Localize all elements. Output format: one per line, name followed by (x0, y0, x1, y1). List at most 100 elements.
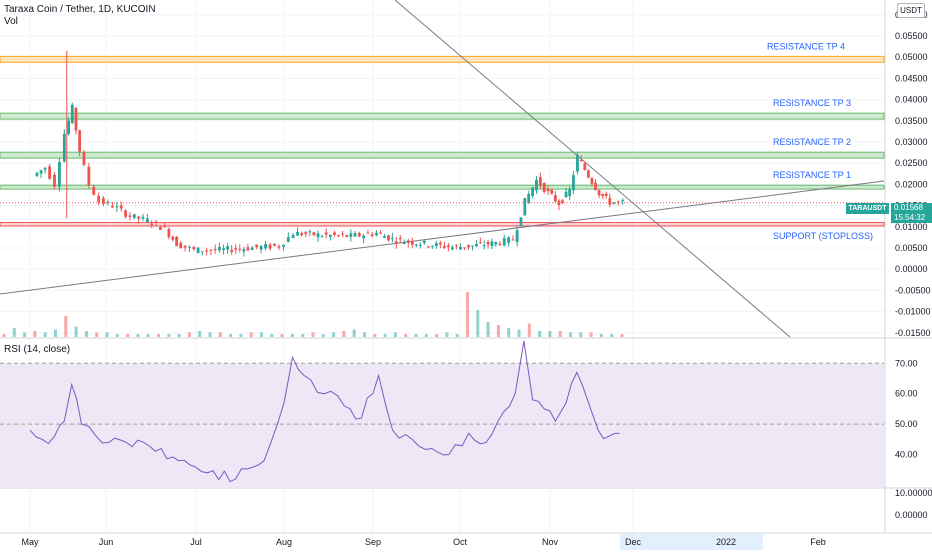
zone-band (0, 55, 885, 63)
candle-body (463, 247, 466, 249)
candle-body (482, 245, 486, 247)
rsi-band (0, 363, 884, 488)
candle-body (345, 235, 349, 237)
candle-body (426, 246, 430, 248)
volume-bar (599, 334, 603, 337)
volume-bar (466, 292, 469, 337)
price-tick-label: -0.01000 (895, 307, 931, 317)
volume-bar (476, 310, 480, 337)
volume-bar (33, 331, 37, 337)
candle-body (87, 166, 91, 186)
candle-body (273, 243, 276, 246)
zone-label: RESISTANCE TP 1 (773, 170, 851, 180)
candle-body (192, 247, 196, 250)
candle-body (328, 234, 332, 237)
candle-body (527, 193, 531, 204)
candle-body (572, 175, 575, 191)
volume-bar (146, 334, 150, 337)
candle-body (268, 244, 272, 249)
candle-body (124, 210, 127, 217)
volume-bar (486, 322, 490, 337)
volume-bar (352, 329, 356, 337)
candle-body (53, 174, 56, 187)
candle-body (561, 200, 564, 203)
volume-bar (260, 332, 263, 337)
time-axis-label: May (21, 537, 39, 547)
candle-body (590, 178, 594, 184)
candle-body (579, 159, 583, 162)
candle-body (349, 233, 353, 237)
candle-body (511, 239, 515, 241)
volume-bar (249, 332, 253, 337)
volume-bar (2, 334, 6, 337)
candle-body (48, 166, 52, 179)
candle-body (119, 205, 123, 209)
candle-body (238, 248, 242, 250)
candle-body (583, 163, 587, 170)
candle-body (455, 245, 458, 247)
currency-badge[interactable]: USDT (897, 3, 925, 18)
volume-bar (177, 334, 181, 337)
volume-bar (301, 334, 305, 337)
volume-bar (445, 332, 449, 337)
candle-body (163, 226, 167, 228)
candle-body (179, 242, 183, 249)
volume-bar (527, 323, 531, 337)
candle-body (234, 248, 238, 250)
candle-body (418, 244, 422, 246)
volume-bar (290, 334, 294, 337)
last-price-value: 0.01568 (894, 203, 923, 212)
candle-body (434, 243, 438, 246)
volume-bar (229, 334, 233, 337)
candle-body (422, 240, 426, 244)
price-tick-label: 0.03500 (895, 116, 928, 126)
volume-bar (373, 334, 377, 337)
price-tick-label: 0.05500 (895, 31, 928, 41)
candle-body (430, 245, 434, 247)
candle-body (523, 197, 527, 216)
candle-body (167, 228, 171, 237)
candle-body (576, 155, 579, 172)
candle-body (608, 198, 612, 205)
candle-body (383, 236, 386, 238)
descending-trendline (394, 0, 791, 338)
candle-body (242, 249, 246, 252)
ticker-badge: TARAUSDT (846, 203, 889, 214)
candle-body (597, 190, 601, 196)
candle-body (300, 233, 304, 236)
candle-body (542, 183, 546, 192)
zone-label: RESISTANCE TP 2 (773, 137, 851, 147)
candle-body (604, 193, 608, 197)
candle-body (141, 216, 145, 219)
candle-body (353, 233, 357, 237)
candle-body (471, 245, 474, 247)
candle-body (333, 232, 336, 235)
candle-body (601, 194, 605, 196)
volume-bar (187, 332, 191, 337)
volume-bar (383, 334, 387, 337)
time-axis-label: Dec (625, 537, 642, 547)
candle-body (150, 223, 154, 225)
volume-bar (157, 334, 160, 337)
candle-body (337, 235, 340, 237)
candle-body (586, 170, 590, 178)
candle-body (175, 236, 179, 247)
candle-body (58, 162, 61, 187)
volume-bar (321, 334, 325, 337)
candle-body (410, 241, 414, 245)
candle-body (43, 168, 47, 170)
candle-body (218, 246, 221, 251)
candle-body (387, 235, 390, 241)
volume-bar (270, 334, 274, 337)
candle-body (612, 202, 616, 204)
candle-body (264, 244, 267, 249)
candle-body (394, 241, 398, 244)
candle-body (450, 247, 454, 250)
candle-body (115, 206, 119, 208)
time-axis-label: Nov (542, 537, 559, 547)
candle-body (366, 232, 370, 234)
price-tick-label: 0.01000 (895, 222, 928, 232)
candle-body (438, 242, 442, 245)
candle-body (188, 246, 191, 248)
